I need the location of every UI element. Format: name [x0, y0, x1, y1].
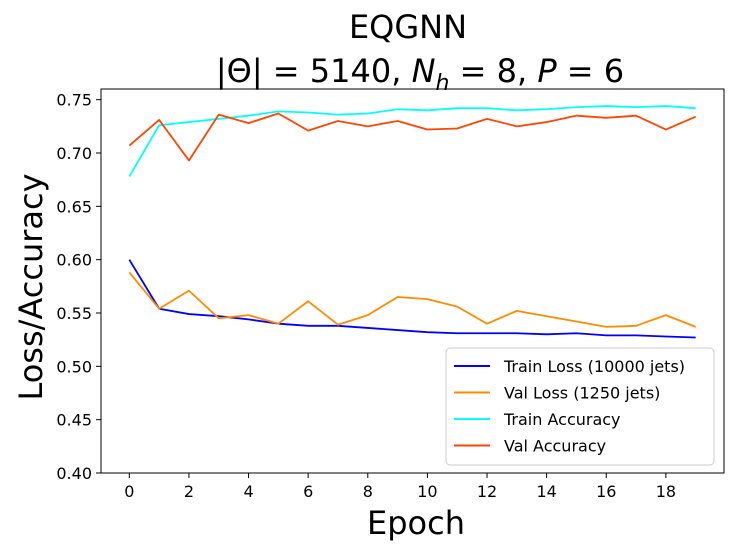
y-tick-label: 0.65: [56, 197, 92, 216]
x-tick-label: 14: [536, 482, 556, 501]
x-tick-label: 4: [243, 482, 253, 501]
y-tick-label: 0.50: [56, 357, 92, 376]
y-axis-label: Loss/Accuracy: [12, 173, 50, 400]
plot-area-border: [100, 88, 725, 474]
x-axis-label: Epoch: [367, 504, 465, 542]
series-line-3: [128, 112, 697, 162]
legend-label-1: Val Loss (1250 jets): [504, 384, 660, 403]
legend-box: [445, 347, 715, 466]
series-lines: [128, 105, 697, 339]
chart-title: EQGNN |Θ| = 5140, Nh = 8, P = 6: [216, 8, 624, 96]
x-axis-ticks: 0 2 4 6 8 10 12 14 16 18: [124, 473, 676, 501]
title-nh-subscript: h: [436, 71, 450, 96]
y-tick-label: 0.75: [56, 91, 92, 110]
x-tick-label: 8: [363, 482, 373, 501]
title-p-value: = 6: [557, 52, 625, 90]
legend-label-3: Val Accuracy: [504, 437, 606, 456]
legend-label-2: Train Accuracy: [503, 410, 621, 429]
x-tick-label: 16: [596, 482, 616, 501]
title-nh-value: = 8,: [449, 52, 537, 90]
legend: Train Loss (10000 jets) Val Loss (1250 je…: [445, 347, 715, 466]
x-tick-label: 0: [124, 482, 134, 501]
legend-label-0: Train Loss (10000 jets): [503, 357, 685, 376]
x-tick-label: 10: [417, 482, 437, 501]
y-tick-label: 0.40: [56, 464, 92, 483]
title-line-2: |Θ| = 5140, Nh = 8, P = 6: [216, 52, 624, 96]
series-line-1: [128, 271, 697, 328]
title-p: P: [537, 52, 557, 90]
y-tick-label: 0.55: [56, 304, 92, 323]
y-tick-label: 0.60: [56, 251, 92, 270]
series-line-0: [128, 259, 696, 339]
plot-frame: [100, 88, 725, 474]
series-line-2: [128, 105, 696, 177]
x-tick-label: 18: [656, 482, 676, 501]
x-tick-label: 12: [477, 482, 497, 501]
x-tick-label: 2: [184, 482, 194, 501]
x-tick-label: 6: [303, 482, 313, 501]
y-tick-label: 0.45: [56, 411, 92, 430]
y-axis-ticks: 0.40 0.45 0.50 0.55 0.60 0.65 0.70 0.75: [56, 91, 101, 483]
title-nh-base: N: [412, 52, 436, 90]
title-theta: |Θ|: [216, 52, 263, 90]
title-line-1: EQGNN: [349, 8, 467, 46]
title-theta-value: = 5140,: [263, 52, 412, 90]
y-tick-label: 0.70: [56, 144, 92, 163]
